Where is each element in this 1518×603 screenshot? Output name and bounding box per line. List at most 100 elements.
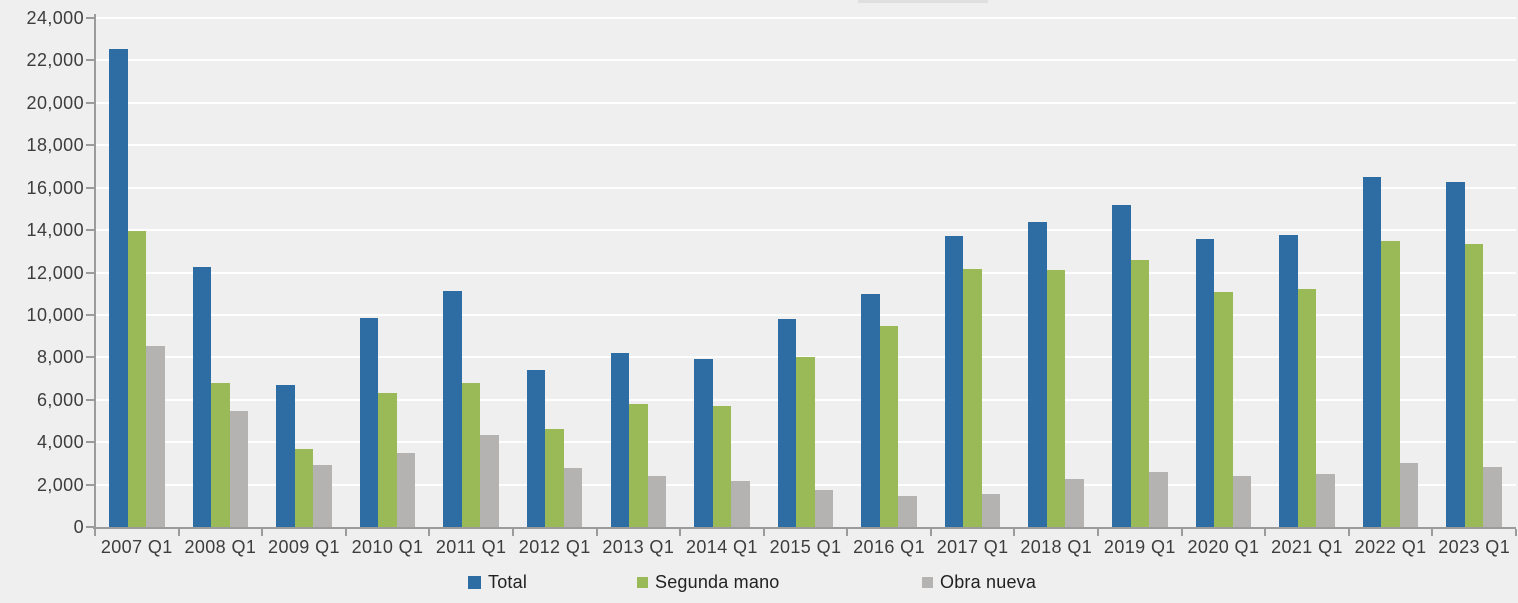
x-axis-category-label: 2013 Q1 — [602, 537, 675, 557]
legend-item-total[interactable]: Total — [468, 571, 527, 593]
gridline — [95, 17, 1516, 19]
cropped-title-remnant — [858, 0, 988, 3]
bar-total — [610, 353, 630, 527]
x-axis-line — [93, 527, 1516, 529]
x-axis-tick — [846, 529, 849, 536]
x-axis-category-label: 2007 Q1 — [100, 537, 173, 557]
bar-segunda-mano — [1046, 270, 1066, 527]
bar-segunda-mano — [879, 325, 899, 527]
y-axis-tick-label: 14,000 — [26, 220, 84, 241]
x-axis-tick — [511, 529, 514, 536]
x-axis-tick — [1264, 529, 1267, 536]
bar-total — [526, 370, 546, 527]
bar-segunda-mano — [127, 231, 146, 527]
x-axis-tick — [344, 529, 347, 536]
x-axis-tick — [428, 529, 431, 536]
x-axis-tick — [177, 529, 180, 536]
bar-segunda-mano — [1214, 291, 1233, 527]
bar-total — [443, 290, 462, 527]
bar-total — [109, 48, 128, 527]
y-axis-tick — [86, 229, 94, 232]
x-axis-category-label: 2010 Q1 — [351, 537, 424, 557]
x-axis-tick — [1515, 529, 1517, 536]
x-axis-tick — [929, 529, 932, 536]
x-axis-category-label: 2022 Q1 — [1354, 537, 1427, 557]
y-axis-line — [94, 14, 96, 529]
bar-obra-nueva — [1149, 471, 1168, 527]
bar-obra-nueva — [396, 452, 416, 527]
x-axis-tick — [679, 529, 682, 536]
y-axis-tick-label: 2,000 — [36, 474, 84, 495]
bar-obra-nueva — [1232, 476, 1252, 527]
y-axis-tick-label: 20,000 — [26, 92, 84, 113]
bar-total — [359, 318, 379, 527]
legend-item-obra-nueva[interactable]: Obra nueva — [922, 571, 1036, 593]
x-axis-tick — [94, 529, 96, 536]
y-axis-tick-label: 18,000 — [26, 135, 84, 156]
legend-label: Total — [488, 571, 528, 592]
bar-segunda-mano — [1381, 240, 1400, 527]
bar-segunda-mano — [211, 382, 230, 527]
gridline — [95, 186, 1516, 189]
x-axis-category-label: 2014 Q1 — [685, 537, 758, 557]
bar-total — [1028, 221, 1047, 527]
x-axis-category-label: 2018 Q1 — [1020, 537, 1093, 557]
gridline — [95, 313, 1516, 316]
y-axis-tick-label: 6,000 — [36, 389, 84, 410]
bar-segunda-mano — [629, 403, 648, 527]
x-axis-category-label: 2019 Q1 — [1103, 537, 1176, 557]
bar-total — [861, 293, 880, 527]
gridline — [95, 59, 1516, 62]
bar-total — [192, 267, 212, 527]
bar-obra-nueva — [563, 467, 583, 527]
bar-segunda-mano — [712, 406, 732, 527]
bar-obra-nueva — [731, 481, 750, 527]
bar-segunda-mano — [294, 448, 314, 527]
legend-swatch-icon — [637, 576, 648, 588]
bar-total — [944, 236, 964, 527]
bar-obra-nueva — [647, 476, 667, 527]
bar-obra-nueva — [1316, 473, 1335, 527]
x-axis-category-label: 2008 Q1 — [184, 537, 257, 557]
bar-obra-nueva — [1065, 479, 1084, 527]
bar-segunda-mano — [796, 357, 815, 527]
bar-obra-nueva — [898, 496, 917, 527]
legend-item-segunda-mano[interactable]: Segunda mano — [637, 571, 780, 593]
y-axis-tick-label: 16,000 — [26, 177, 84, 198]
x-axis-tick — [1180, 529, 1183, 536]
legend-swatch-icon — [468, 575, 481, 589]
bar-total — [1112, 204, 1131, 527]
gridline — [95, 229, 1516, 232]
bar-segunda-mano — [461, 382, 481, 527]
bar-obra-nueva — [814, 489, 834, 527]
x-axis-category-label: 2016 Q1 — [853, 537, 925, 557]
y-axis-tick — [86, 186, 94, 189]
bar-segunda-mano — [1130, 259, 1150, 527]
x-axis-category-label: 2012 Q1 — [518, 537, 591, 557]
y-axis-tick — [86, 17, 94, 19]
y-axis-tick-label: 8,000 — [36, 347, 84, 368]
x-axis-category-label: 2020 Q1 — [1187, 537, 1260, 557]
y-axis-tick — [86, 483, 94, 486]
y-axis-tick — [86, 526, 94, 528]
bar-total — [1195, 238, 1215, 527]
bar-obra-nueva — [229, 411, 249, 527]
y-axis-tick — [86, 101, 94, 104]
x-axis-category-label: 2009 Q1 — [268, 537, 340, 557]
y-axis-tick — [86, 441, 94, 444]
x-axis-category-label: 2017 Q1 — [936, 537, 1009, 557]
bar-obra-nueva — [1483, 466, 1502, 527]
x-axis-category-label: 2021 Q1 — [1271, 537, 1343, 557]
bar-obra-nueva — [480, 434, 499, 527]
y-axis-tick — [86, 144, 94, 147]
x-axis-tick — [762, 529, 765, 536]
gridline — [95, 144, 1516, 147]
x-axis-tick — [1097, 529, 1100, 536]
y-axis-tick-label: 10,000 — [26, 304, 84, 325]
gridline — [95, 101, 1516, 104]
y-axis-tick — [86, 356, 94, 359]
bar-total — [1279, 235, 1298, 527]
bar-obra-nueva — [981, 494, 1001, 527]
bar-total — [1362, 177, 1382, 527]
